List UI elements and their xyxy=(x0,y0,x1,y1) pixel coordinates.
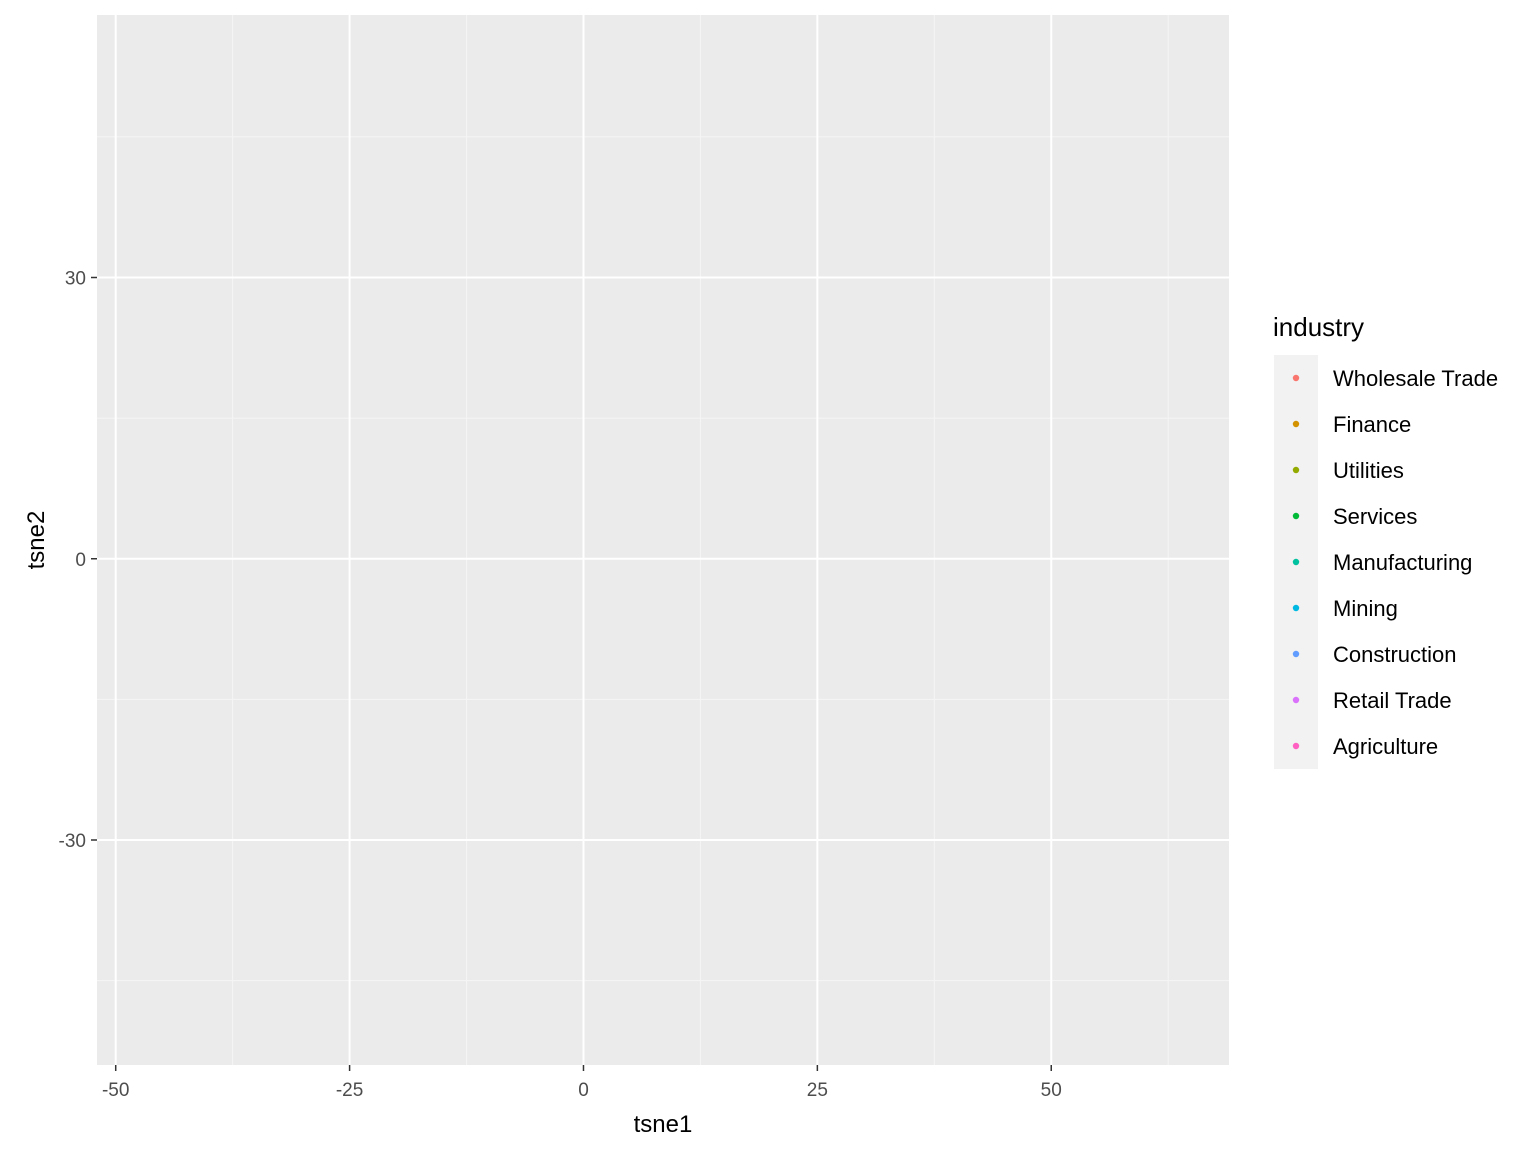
x-tick-label: 25 xyxy=(807,1080,828,1101)
y-axis: -30 0 30 xyxy=(59,269,97,852)
y-tick-label: 0 xyxy=(75,550,86,571)
legend-label: Retail Trade xyxy=(1333,688,1452,713)
legend-label: Finance xyxy=(1333,412,1411,437)
legend-label: Wholesale Trade xyxy=(1333,366,1498,391)
legend-key-dot xyxy=(1292,466,1300,474)
y-tick-label: -30 xyxy=(59,831,86,852)
legend-label: Utilities xyxy=(1333,458,1404,483)
legend-title: industry xyxy=(1273,312,1364,342)
legend-key-dot xyxy=(1292,742,1300,750)
legend-key-dot xyxy=(1292,512,1300,520)
legend-key-dot xyxy=(1292,420,1300,428)
legend-key-dot xyxy=(1292,696,1300,704)
legend-key-dot xyxy=(1292,604,1300,612)
legend-key-dot xyxy=(1292,650,1300,658)
legend-label: Manufacturing xyxy=(1333,550,1472,575)
plot-panel xyxy=(97,15,1229,1065)
legend-label: Agriculture xyxy=(1333,734,1438,759)
y-tick-label: 30 xyxy=(65,269,86,290)
legend-key-dot xyxy=(1292,558,1300,566)
legend-label: Services xyxy=(1333,504,1417,529)
y-axis-title: tsne2 xyxy=(23,511,50,570)
x-tick-label: -25 xyxy=(336,1080,363,1101)
x-axis-title: tsne1 xyxy=(634,1111,693,1138)
legend: industry Wholesale Trade Finance Utilities… xyxy=(1273,312,1498,769)
legend-label: Construction xyxy=(1333,642,1457,667)
x-tick-label: 50 xyxy=(1041,1080,1062,1101)
grid xyxy=(97,15,1229,1065)
legend-key-dot xyxy=(1292,374,1300,382)
legend-label: Mining xyxy=(1333,596,1398,621)
x-axis: -50 -25 0 25 50 xyxy=(102,1065,1062,1101)
x-tick-label: 0 xyxy=(578,1080,589,1101)
x-tick-label: -50 xyxy=(102,1080,129,1101)
